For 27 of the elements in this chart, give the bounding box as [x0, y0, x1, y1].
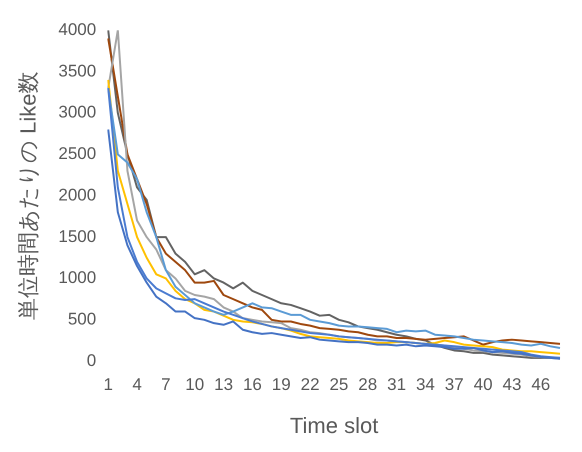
x-tick-label: 31	[387, 375, 406, 394]
x-tick-label: 40	[474, 375, 493, 394]
y-tick-label: 0	[86, 350, 96, 370]
x-tick-label: 34	[416, 375, 435, 394]
y-tick-label: 2000	[58, 185, 96, 204]
x-tick-label: 43	[502, 375, 522, 394]
x-axis-title: Time slot	[290, 412, 378, 438]
x-tick-label: 28	[358, 375, 378, 394]
y-tick-label: 3500	[58, 61, 96, 80]
x-tick-label: 16	[242, 375, 262, 394]
x-tick-label: 46	[531, 375, 550, 394]
x-tick-label: 10	[185, 375, 204, 394]
y-tick-label: 1000	[58, 268, 96, 288]
y-tick-label: 3000	[58, 102, 96, 122]
x-tick-label: 37	[444, 375, 464, 394]
x-tick-label: 19	[272, 375, 291, 394]
x-tick-label: 25	[329, 375, 348, 394]
x-tick-label: 1	[103, 375, 113, 394]
y-axis-title: 単位時間あたりの Like数	[15, 71, 40, 320]
y-tick-label: 4000	[58, 20, 96, 39]
x-tick-label: 4	[132, 375, 142, 394]
x-tick-label: 22	[300, 375, 320, 394]
y-tick-label: 500	[68, 310, 96, 329]
y-tick-label: 2500	[58, 144, 96, 164]
x-tick-label: 13	[214, 375, 234, 394]
x-tick-label: 7	[161, 375, 171, 394]
y-tick-label: 1500	[58, 226, 96, 246]
